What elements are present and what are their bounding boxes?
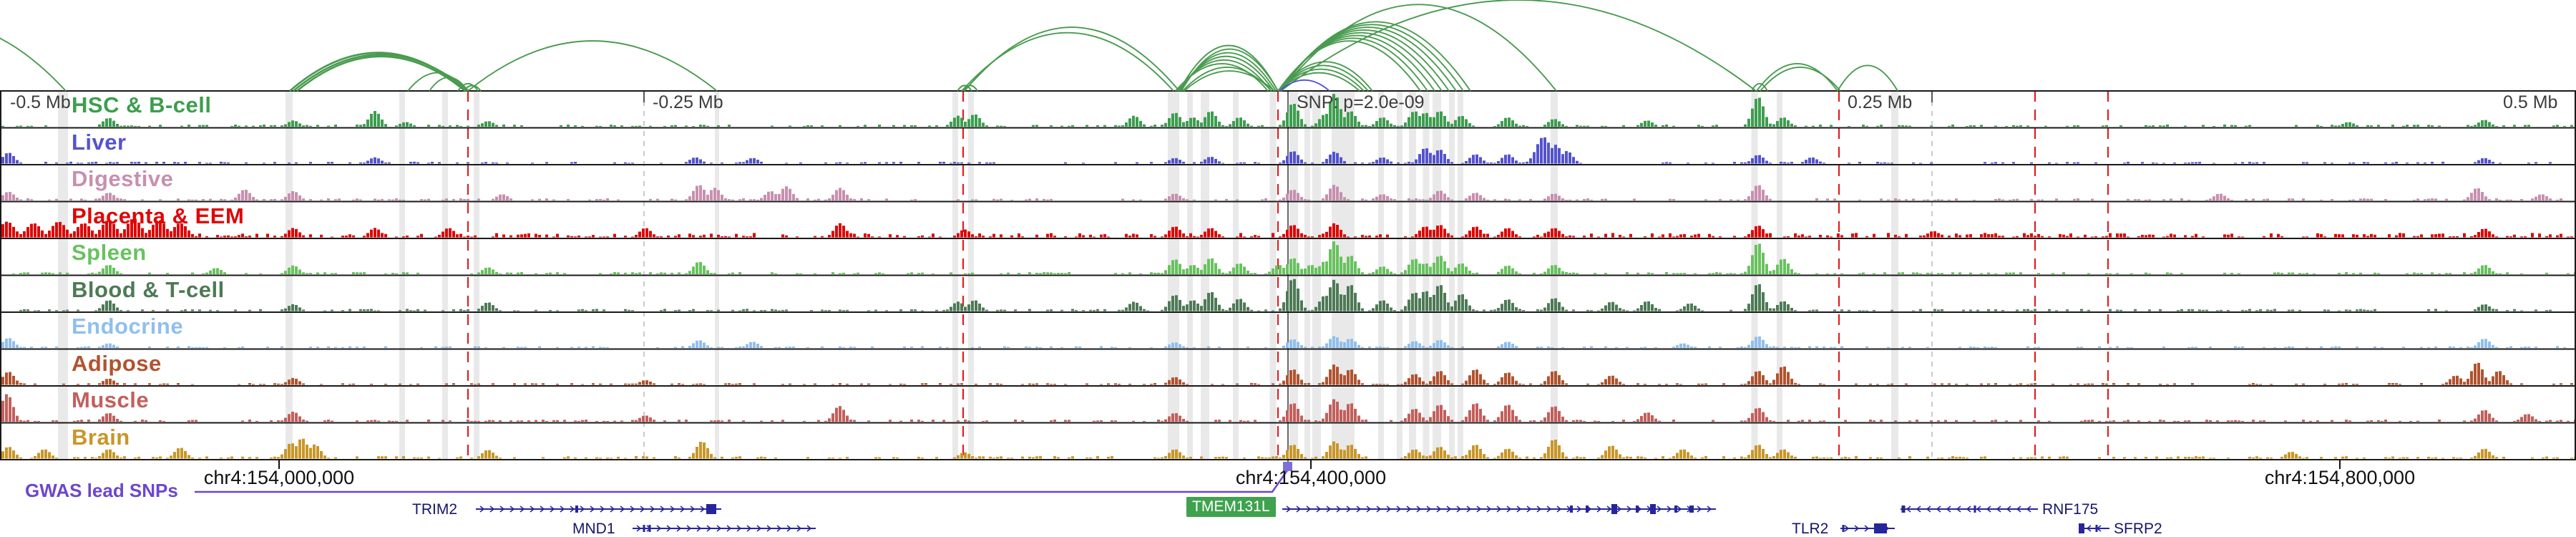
interaction-arc[interactable] <box>429 77 469 92</box>
signal-track-spleen[interactable] <box>12 241 2576 274</box>
scale-label-plus-05mb: 0.5 Mb <box>2503 92 2558 112</box>
track-label-muscle: Muscle <box>72 387 150 412</box>
gene-sfrp2[interactable] <box>2079 523 2109 533</box>
gene-label-trim2[interactable]: TRIM2 <box>412 501 457 518</box>
gwas-track-label: GWAS lead SNPs <box>25 480 178 501</box>
interaction-arc[interactable] <box>1280 0 1757 92</box>
snp-pvalue-label: SNP: p=2.0e-09 <box>1297 92 1425 112</box>
signal-track-hsc-b-cell[interactable] <box>1 94 2573 127</box>
signal-track-liver[interactable] <box>1 137 2552 164</box>
signal-track-adipose[interactable] <box>1 362 2573 385</box>
interaction-arc[interactable] <box>1179 44 1279 92</box>
interaction-arc[interactable] <box>1184 70 1275 92</box>
interaction-arc[interactable] <box>1751 82 1768 92</box>
signal-track-endocrine[interactable] <box>1 336 2566 348</box>
gene-trim2[interactable] <box>476 504 721 514</box>
scale-label-minus-025mb: -0.25 Mb <box>653 92 723 112</box>
track-label-brain: Brain <box>72 425 130 450</box>
interaction-arc[interactable] <box>962 84 978 92</box>
gene-label-rnf175[interactable]: RNF175 <box>2042 501 2099 518</box>
track-label-hsc-bcell: HSC & B-cell <box>72 92 212 117</box>
interaction-arc[interactable] <box>296 55 466 92</box>
interaction-arc[interactable] <box>407 72 467 92</box>
interaction-arc[interactable] <box>957 84 972 92</box>
interaction-arc[interactable] <box>1756 63 1838 92</box>
signal-track-blood-t-cell[interactable] <box>19 279 2552 311</box>
chr-coordinate-label: chr4:154,800,000 <box>2264 467 2416 488</box>
interaction-arc[interactable] <box>463 84 482 92</box>
gene-label-sfrp2[interactable]: SFRP2 <box>2114 521 2162 537</box>
interaction-arc[interactable] <box>1279 79 1330 92</box>
interaction-arc[interactable] <box>0 23 67 92</box>
track-block-frame <box>0 90 2576 460</box>
signal-track-digestive[interactable] <box>1 185 2562 200</box>
signal-track-muscle[interactable] <box>1 394 2576 422</box>
interaction-arc[interactable] <box>1837 64 1898 92</box>
signal-track-brain[interactable] <box>1 438 2576 459</box>
gene-tlr2[interactable] <box>1840 523 1895 533</box>
track-label-placenta: Placenta & EEM <box>72 203 245 228</box>
interaction-arc[interactable] <box>964 26 1180 92</box>
interaction-arc[interactable] <box>457 82 479 92</box>
gwas-connector-line <box>195 470 1289 493</box>
gene-rnf175[interactable] <box>1901 505 2038 513</box>
track-label-digestive: Digestive <box>72 166 174 191</box>
track-label-blood-tcell: Blood & T-cell <box>72 277 225 302</box>
chr-coordinate-label: chr4:154,400,000 <box>1235 467 1387 488</box>
interaction-arc[interactable] <box>1760 67 1841 92</box>
interaction-arc[interactable] <box>467 40 718 92</box>
interaction-arc[interactable] <box>1181 48 1279 92</box>
interaction-arc[interactable] <box>1280 4 1557 92</box>
gwas-snp-marker[interactable] <box>1283 462 1292 471</box>
track-label-liver: Liver <box>72 130 127 155</box>
chr-coordinate-label: chr4:154,000,000 <box>203 467 355 488</box>
signal-track-placenta-eem[interactable] <box>1 218 2573 238</box>
interaction-arc[interactable] <box>1280 21 1471 92</box>
gene-label-tlr2[interactable]: TLR2 <box>1792 521 1829 537</box>
scale-label-plus-025mb: 0.25 Mb <box>1848 92 1913 112</box>
gene-mnd1[interactable] <box>633 525 816 532</box>
gene-label-mnd1[interactable]: MND1 <box>572 521 615 537</box>
gene-tmem131l[interactable] <box>1282 504 1716 514</box>
gene-label-tmem131l[interactable]: TMEM131L <box>1186 497 1276 517</box>
track-label-endocrine: Endocrine <box>72 314 184 339</box>
scale-label-minus-05mb: -0.5 Mb <box>10 92 71 112</box>
track-label-spleen: Spleen <box>72 240 147 265</box>
track-label-adipose: Adipose <box>72 351 162 376</box>
